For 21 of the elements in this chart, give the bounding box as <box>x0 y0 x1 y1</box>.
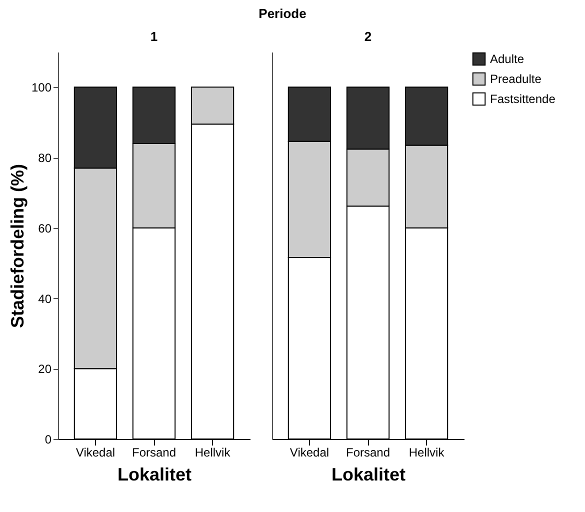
x-tick-label: Vikedal <box>290 446 330 460</box>
chart-title: 1 <box>150 29 158 44</box>
legend-label: Adulte <box>490 52 524 66</box>
y-axis-title: Stadiefordeling (%) <box>7 164 28 328</box>
y-tick-label: 20 <box>38 362 52 376</box>
x-tick-label: Forsand <box>132 446 176 460</box>
chart-title: 2 <box>364 29 372 44</box>
y-tick-label: 100 <box>31 80 52 95</box>
text: Periode <box>258 6 306 21</box>
y-tick-label: 80 <box>38 151 52 166</box>
y-tick-label: 0 <box>44 432 52 446</box>
x-tick-label: Forsand <box>346 446 390 460</box>
y-tick-label: 60 <box>38 221 52 236</box>
x-axis-title: Lokalitet <box>331 464 406 484</box>
x-axis-title: Lokalitet <box>117 464 192 484</box>
x-tick-label: Vikedal <box>76 446 116 460</box>
x-tick-label: Hellvik <box>408 446 446 460</box>
legend-label: Preadulte <box>490 72 542 86</box>
x-tick-label: Hellvik <box>194 446 232 460</box>
y-tick-label: 40 <box>38 292 52 306</box>
legend-label: Fastsittende <box>490 92 556 106</box>
